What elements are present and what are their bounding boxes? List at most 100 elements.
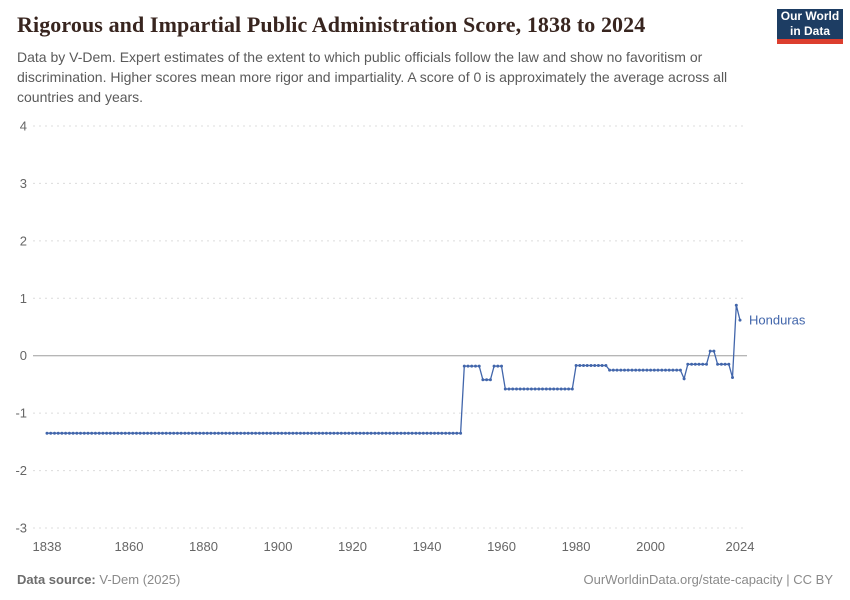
entity-label[interactable]: Honduras [749,313,806,328]
data-point[interactable] [548,387,552,391]
data-point[interactable] [611,368,615,372]
data-point[interactable] [272,431,276,435]
data-point[interactable] [529,387,533,391]
data-point[interactable] [634,368,638,372]
data-point[interactable] [466,364,470,368]
data-point[interactable] [433,431,436,435]
data-point[interactable] [298,431,302,435]
data-point[interactable] [347,431,351,435]
data-point[interactable] [567,387,571,391]
data-point[interactable] [596,364,600,367]
data-point[interactable] [593,364,597,367]
data-point[interactable] [649,368,653,372]
data-point[interactable] [302,431,306,435]
data-point[interactable] [518,387,522,391]
data-point[interactable] [555,387,559,391]
data-point[interactable] [105,431,109,435]
data-point[interactable] [678,368,682,372]
data-point[interactable] [406,431,410,435]
data-point[interactable] [261,431,265,435]
data-point[interactable] [488,378,492,382]
data-point[interactable] [86,431,90,435]
data-point[interactable] [168,431,172,435]
data-point[interactable] [209,431,213,435]
data-point[interactable] [436,431,440,435]
data-point[interactable] [71,431,75,435]
data-point[interactable] [414,431,418,435]
data-point[interactable] [589,364,593,367]
data-point[interactable] [652,368,656,372]
data-point[interactable] [559,387,563,391]
data-point[interactable] [120,431,123,435]
data-point[interactable] [60,431,64,435]
data-point[interactable] [377,431,381,435]
data-point[interactable] [660,368,664,372]
data-point[interactable] [563,387,567,391]
data-point[interactable] [134,431,138,435]
data-point[interactable] [425,431,429,435]
data-point[interactable] [451,431,455,435]
data-point[interactable] [667,368,671,372]
data-point[interactable] [67,431,71,435]
data-point[interactable] [697,362,701,366]
data-point[interactable] [656,368,660,372]
data-point[interactable] [265,431,269,435]
data-point[interactable] [97,431,101,435]
data-point[interactable] [332,431,336,435]
data-point[interactable] [693,362,697,366]
data-point[interactable] [295,431,299,435]
data-point[interactable] [578,364,582,367]
data-point[interactable] [380,431,384,435]
data-point[interactable] [280,431,284,435]
data-point[interactable] [474,364,477,368]
data-point[interactable] [243,431,246,435]
data-point[interactable] [392,431,395,435]
data-point[interactable] [224,431,228,435]
data-point[interactable] [727,362,731,366]
data-point[interactable] [142,431,146,435]
data-point[interactable] [500,364,503,368]
data-point[interactable] [481,378,485,382]
data-point[interactable] [228,431,232,435]
data-point[interactable] [239,431,243,435]
data-point[interactable] [287,431,291,435]
data-point[interactable] [716,362,720,366]
data-point[interactable] [541,387,544,391]
data-point[interactable] [82,431,86,435]
data-point[interactable] [310,431,313,435]
data-point[interactable] [496,364,500,368]
data-point[interactable] [231,431,235,435]
data-point[interactable] [686,362,690,366]
data-point[interactable] [623,368,626,372]
data-point[interactable] [213,431,217,435]
data-point[interactable] [630,368,634,372]
data-point[interactable] [708,349,712,353]
data-point[interactable] [336,431,340,435]
data-point[interactable] [351,431,354,435]
data-point[interactable] [172,431,176,435]
data-point[interactable] [582,364,585,367]
data-point[interactable] [388,431,392,435]
data-point[interactable] [511,387,515,391]
data-point[interactable] [131,431,135,435]
data-point[interactable] [459,431,463,435]
data-point[interactable] [190,431,194,435]
data-point[interactable] [421,431,425,435]
data-point[interactable] [626,368,630,372]
data-point[interactable] [116,431,120,435]
data-point[interactable] [45,431,49,435]
data-point[interactable] [418,431,422,435]
data-point[interactable] [552,387,556,391]
data-point[interactable] [544,387,548,391]
data-point[interactable] [257,431,261,435]
data-point[interactable] [705,362,708,366]
data-point[interactable] [161,431,164,435]
data-point[interactable] [358,431,362,435]
data-point[interactable] [321,431,325,435]
data-point[interactable] [619,368,623,372]
data-point[interactable] [604,364,608,367]
data-point[interactable] [354,431,358,435]
data-point[interactable] [284,431,287,435]
data-point[interactable] [719,362,723,366]
